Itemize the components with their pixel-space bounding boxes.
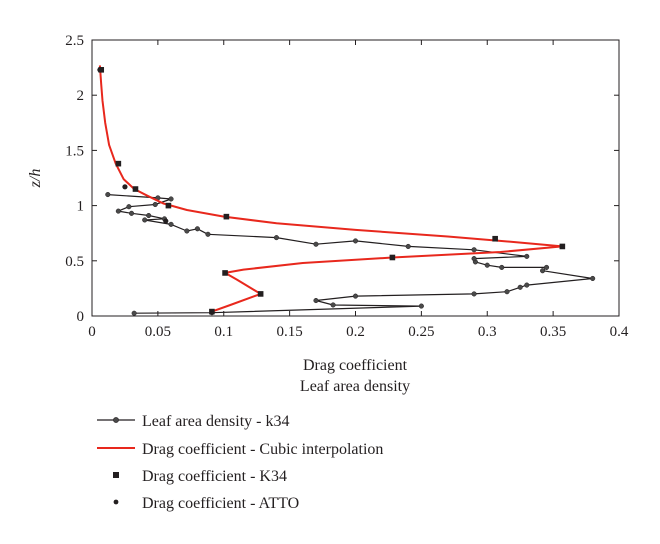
x-axis-title-line-2: Leaf area density bbox=[300, 378, 410, 395]
point-leaf-area-density bbox=[540, 268, 546, 274]
y-axis-title: z/h bbox=[27, 169, 44, 189]
point-leaf-area-density bbox=[499, 264, 505, 270]
point-leaf-area-density bbox=[330, 302, 336, 308]
point-k34 bbox=[257, 291, 264, 297]
point-k34 bbox=[223, 213, 230, 220]
legend-label-k34: Drag coefficient - K34 bbox=[142, 468, 287, 485]
legend-item-k34: Drag coefficient - K34 bbox=[113, 468, 287, 485]
point-leaf-area-density bbox=[418, 303, 424, 309]
point-leaf-area-density bbox=[205, 231, 211, 237]
point-k34 bbox=[132, 186, 139, 192]
point-leaf-area-density bbox=[273, 235, 280, 241]
point-k34 bbox=[209, 308, 215, 315]
point-atto bbox=[163, 218, 169, 224]
point-leaf-area-density bbox=[142, 217, 148, 223]
legend: Leaf area density - k34 Drag coefficient… bbox=[97, 413, 383, 512]
point-leaf-area-density bbox=[313, 297, 319, 304]
y-tick-label: 0 bbox=[77, 309, 85, 325]
point-leaf-area-density bbox=[126, 204, 132, 210]
point-leaf-area-density bbox=[524, 282, 530, 288]
axis-ticks: 0 0.05 0.1 0.15 0.2 0.25 0.3 0.35 0.4 0 0.5 1 1.5 2 2.… bbox=[65, 33, 629, 340]
point-leaf-area-density bbox=[504, 289, 510, 295]
x-tick-label: 0 bbox=[88, 324, 96, 340]
plot-area bbox=[91, 39, 620, 317]
x-tick-label: 0.4 bbox=[610, 324, 629, 340]
point-k34 bbox=[222, 270, 228, 276]
point-k34 bbox=[389, 254, 396, 261]
x-tick-label: 0.15 bbox=[277, 324, 303, 340]
point-leaf-area-density bbox=[352, 293, 359, 299]
y-tick-label: 2.5 bbox=[65, 33, 84, 49]
point-leaf-area-density bbox=[471, 291, 477, 297]
x-axis-title-line-1: Drag coefficient bbox=[303, 357, 408, 374]
point-leaf-area-density bbox=[484, 262, 490, 268]
point-leaf-area-density bbox=[168, 196, 174, 202]
x-tick-label: 0.3 bbox=[478, 324, 497, 340]
y-tick-label: 0.5 bbox=[65, 254, 84, 270]
point-leaf-area-density bbox=[152, 201, 158, 208]
legend-item-atto: Drag coefficient - ATTO bbox=[113, 495, 299, 512]
point-leaf-area-density bbox=[471, 247, 477, 253]
legend-label-atto: Drag coefficient - ATTO bbox=[142, 495, 299, 512]
legend-label-cubic-interpolation: Drag coefficient - Cubic interpolation bbox=[142, 441, 383, 458]
legend-label-leaf-area-density: Leaf area density - k34 bbox=[142, 413, 289, 430]
y-tick-label: 1 bbox=[77, 199, 85, 215]
point-atto bbox=[97, 67, 103, 73]
point-k34 bbox=[559, 243, 566, 250]
point-leaf-area-density bbox=[194, 226, 200, 232]
point-leaf-area-density bbox=[352, 238, 359, 244]
point-leaf-area-density bbox=[524, 253, 530, 259]
point-atto bbox=[122, 184, 128, 190]
x-tick-label: 0.25 bbox=[408, 324, 434, 340]
point-leaf-area-density bbox=[168, 221, 174, 227]
legend-item-leaf-area-density: Leaf area density - k34 bbox=[97, 413, 289, 430]
series-line-cubic-interpolation bbox=[98, 65, 564, 313]
x-tick-label: 0.2 bbox=[346, 324, 365, 340]
point-k34 bbox=[492, 235, 498, 242]
point-leaf-area-density bbox=[131, 310, 137, 316]
y-tick-label: 1.5 bbox=[65, 143, 84, 159]
point-leaf-area-density bbox=[184, 228, 190, 234]
point-leaf-area-density bbox=[471, 256, 477, 262]
point-leaf-area-density bbox=[146, 212, 152, 219]
point-leaf-area-density bbox=[590, 275, 596, 282]
plot-series bbox=[97, 65, 596, 316]
series-line-leaf-area-density bbox=[107, 194, 594, 314]
x-tick-label: 0.05 bbox=[145, 324, 171, 340]
point-leaf-area-density bbox=[405, 243, 411, 249]
point-leaf-area-density bbox=[313, 241, 319, 247]
point-leaf-area-density bbox=[105, 192, 111, 198]
y-tick-label: 2 bbox=[77, 88, 85, 104]
point-leaf-area-density bbox=[543, 264, 550, 270]
legend-item-cubic-interpolation: Drag coefficient - Cubic interpolation bbox=[97, 441, 383, 458]
point-leaf-area-density bbox=[128, 210, 135, 216]
point-k34 bbox=[165, 202, 172, 209]
point-leaf-area-density bbox=[115, 208, 121, 214]
x-tick-label: 0.1 bbox=[214, 324, 233, 340]
x-tick-label: 0.35 bbox=[540, 324, 566, 340]
point-leaf-area-density bbox=[517, 284, 523, 290]
point-k34 bbox=[115, 160, 122, 167]
